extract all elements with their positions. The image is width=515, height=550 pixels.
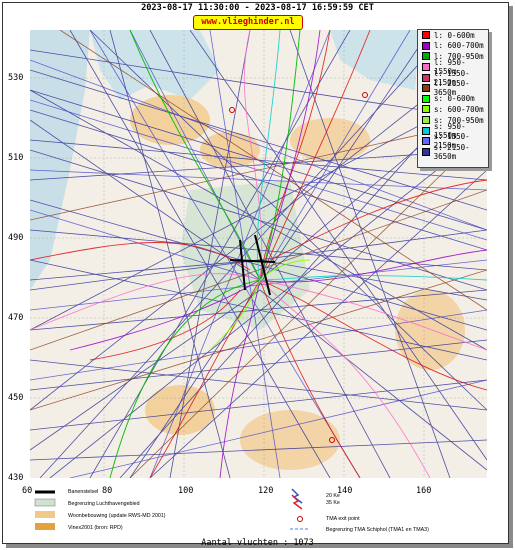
map-key: Banenstelsel Begrenzing Luchthavengebied… [30,487,487,537]
key-vinex: Vinex2001 (bron: RPD) [68,525,123,531]
period-title: 2023-08-17 11:30:00 - 2023-08-17 16:59:5… [141,3,374,13]
legend-row: s: 600-700m [418,104,488,115]
legend-label: s: 600-700m [434,104,484,114]
y-tick-490: 490 [8,233,24,243]
map-key-symbols [34,488,310,530]
flight-track-map [30,30,487,478]
legend-swatch [422,94,430,103]
x-tick-80: 80 [102,486,113,496]
key-housing: Woonbebouwing (update RWS-MD 2001) [68,513,166,519]
legend-swatch [422,41,430,50]
key-noise-20: 20 Ke [326,493,340,499]
x-tick-140: 140 [337,486,353,496]
legend-label: l: 2150-3650m [433,79,470,98]
legend-swatch [422,105,430,114]
y-tick-470: 470 [8,313,24,323]
key-runway: Banenstelsel [68,489,99,495]
key-noise-35: 35 Ke [326,500,340,506]
legend-row: l: 2150-3650m [418,79,488,97]
key-tma-exit: TMA exit point [326,516,360,522]
legend-label: l: 950-1550m [433,58,466,77]
legend-swatch [422,116,430,125]
legend-row: l: 950-1550m [418,58,488,76]
legend-swatch [422,52,430,61]
legend-swatch [422,126,430,135]
legend-row: s: 1550-2150m [418,132,488,150]
x-tick-120: 120 [258,486,274,496]
legend-row: l: 600-700m [418,41,488,52]
legend-swatch [422,147,430,156]
key-airport-boundary: Begrenzing Luchthavengebied [68,501,140,507]
legend-swatch [422,137,430,146]
legend-label: l: 700-950m [434,51,484,61]
key-tma-boundary: Begrenzing TMA Schiphol (TMA1 en TMA3) [326,527,429,533]
legend-label: s: 950-1550m [433,121,466,140]
y-tick-450: 450 [8,393,24,403]
y-tick-430: 430 [8,473,24,483]
legend-label: l: 0-600m [434,30,475,40]
legend-row: l: 700-950m [418,51,488,62]
legend-swatch [422,84,430,93]
legend-label: s: 700-950m [434,115,484,125]
altitude-legend: l: 0-600m l: 600-700m l: 700-950m l: 950… [417,29,489,168]
legend-row: l: 1550-2150m [418,69,488,87]
legend-label: l: 1550-2150m [433,68,470,87]
flight-count: Aantal vluchten : 1073 [201,538,314,548]
legend-row: s: 0-600m [418,94,488,105]
x-tick-100: 100 [178,486,194,496]
y-tick-530: 530 [8,73,24,83]
x-tick-60: 60 [22,486,33,496]
legend-row: s: 950-1550m [418,122,488,140]
legend-label: s: 2150-3650m [433,142,470,161]
legend-row: s: 2150-3650m [418,143,488,161]
legend-row: l: 0-600m [418,30,488,41]
x-tick-160: 160 [416,486,432,496]
legend-swatch [422,73,430,82]
y-tick-510: 510 [8,153,24,163]
site-url-badge[interactable]: www.vlieghinder.nl [193,15,303,30]
legend-swatch [422,63,430,72]
legend-swatch [422,31,430,40]
legend-label: s: 1550-2150m [433,132,470,151]
legend-label: l: 600-700m [434,41,484,51]
legend-label: s: 0-600m [434,94,475,104]
legend-row: s: 700-950m [418,115,488,126]
